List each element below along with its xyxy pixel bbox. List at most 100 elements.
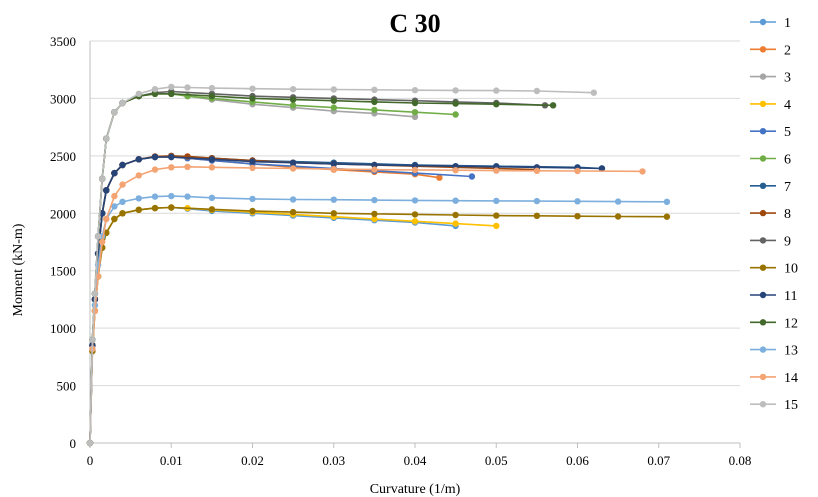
data-point [103,215,110,223]
data-point [119,210,126,217]
data-point [590,89,597,96]
data-point [330,160,337,168]
data-point [249,207,256,215]
data-point [111,215,118,223]
data-point [411,109,419,116]
legend-entry: 9 [750,234,791,249]
x-tick-label: 0.05 [485,453,508,468]
data-point [493,212,500,219]
data-point [330,196,337,203]
legend-marker [759,73,767,80]
data-point [119,181,126,188]
legend-label: 11 [784,289,797,304]
data-point [411,197,419,204]
y-tick-label: 3500 [50,34,76,49]
data-point [330,97,337,104]
data-point [94,233,102,240]
series-15 [86,83,597,447]
legend-entry: 6 [750,153,791,168]
legend-label: 8 [784,207,791,222]
data-point [119,161,126,169]
legend-marker [759,46,767,53]
legend-label: 12 [784,316,798,331]
legend-entry: 10 [750,262,798,277]
data-point [99,175,106,182]
y-tick-label: 500 [57,379,77,394]
x-tick-label: 0.08 [729,453,752,468]
data-point [452,167,459,174]
data-point [111,169,118,177]
legend-marker [759,182,767,189]
legend-entry: 7 [750,180,791,195]
data-point [452,111,459,118]
legend-marker [759,128,767,135]
data-point [549,102,557,109]
series-line [89,86,594,444]
data-point [208,206,216,213]
data-point [151,153,159,161]
data-point [468,173,476,180]
data-point [111,192,118,200]
data-point [208,194,216,201]
data-point [249,164,256,172]
data-point [119,99,126,107]
data-point [111,203,118,210]
data-point [371,166,378,173]
data-point [533,87,541,95]
data-point [91,290,99,297]
data-point [574,167,581,175]
data-point [452,100,459,107]
data-point [91,307,99,315]
data-point [574,198,581,205]
data-point [411,99,419,107]
data-point [99,238,106,246]
data-point [371,98,378,106]
data-point [411,218,419,225]
data-point [663,198,671,205]
data-point [111,109,118,116]
data-point [289,208,297,216]
plot-area [86,83,671,447]
legend-marker [759,209,767,217]
legend-label: 13 [784,344,798,359]
legend-label: 3 [784,71,791,86]
data-point [151,193,159,200]
data-point [135,195,142,202]
data-point [493,87,500,94]
legend-marker [759,346,767,353]
data-point [330,210,337,217]
data-point [208,92,216,100]
data-point [533,197,541,205]
data-point [86,439,94,447]
data-point [533,212,541,219]
data-point [371,161,378,169]
data-point [135,156,142,163]
data-point [168,153,175,161]
legend-marker [759,237,767,244]
data-point [168,83,175,91]
legend-entry: 5 [750,125,791,140]
y-tick-label: 2500 [50,149,76,164]
data-point [208,84,216,92]
data-point [330,86,337,93]
data-point [249,85,256,92]
x-tick-label: 0.06 [566,453,589,468]
data-point [119,198,126,205]
data-point [151,166,159,173]
data-point [411,211,419,218]
data-point [574,213,581,220]
legend-entry: 11 [750,289,797,304]
legend-label: 14 [784,371,798,386]
legend-label: 6 [784,153,791,168]
data-point [289,165,297,172]
data-point [168,204,175,211]
chart-title: C 30 [389,9,440,38]
legend-entry: 15 [750,398,798,413]
y-axis-label: Moment (kN-m) [11,223,26,316]
data-point [663,213,671,220]
data-point [371,106,378,114]
data-point [452,220,459,227]
